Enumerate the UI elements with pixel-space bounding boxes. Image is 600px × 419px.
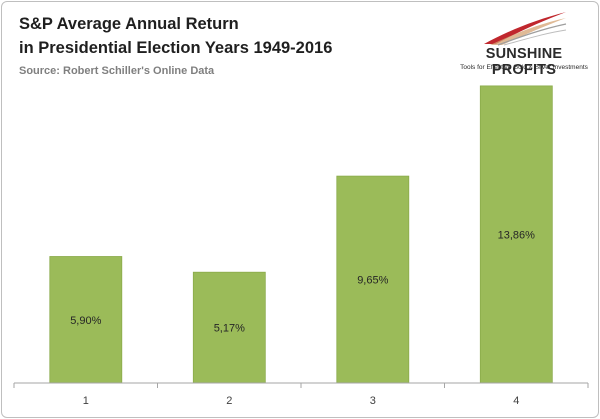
chart-title-line-1: S&P Average Annual Return <box>19 15 239 33</box>
swoosh-logo-icon <box>484 12 567 46</box>
bar-3 <box>336 175 410 384</box>
chart-title-line-2: in Presidential Election Years 1949-2016 <box>19 39 333 57</box>
data-label-2: 5,17% <box>214 323 245 335</box>
x-tick-label-3: 3 <box>370 395 376 407</box>
chart-source: Source: Robert Schiller's Online Data <box>19 65 215 77</box>
logo-name: SUNSHINE PROFITS <box>485 46 563 78</box>
x-tick-label-2: 2 <box>226 395 232 407</box>
bar-1 <box>49 256 123 384</box>
chart-title: S&P Average Annual Return in Presidentia… <box>19 12 332 60</box>
x-tick-label-1: 1 <box>83 395 89 407</box>
data-label-4: 13,86% <box>498 229 536 241</box>
x-tick-label-4: 4 <box>513 395 519 407</box>
sunshine-profits-logo: SUNSHINE PROFITS Tools for Effective Gol… <box>458 10 590 78</box>
logo-tagline: Tools for Effective Gold & Silver Invest… <box>460 64 588 71</box>
bar-4 <box>479 85 553 384</box>
data-label-3: 9,65% <box>357 275 388 287</box>
bar-2 <box>192 271 266 384</box>
data-label-1: 5,90% <box>70 315 101 327</box>
